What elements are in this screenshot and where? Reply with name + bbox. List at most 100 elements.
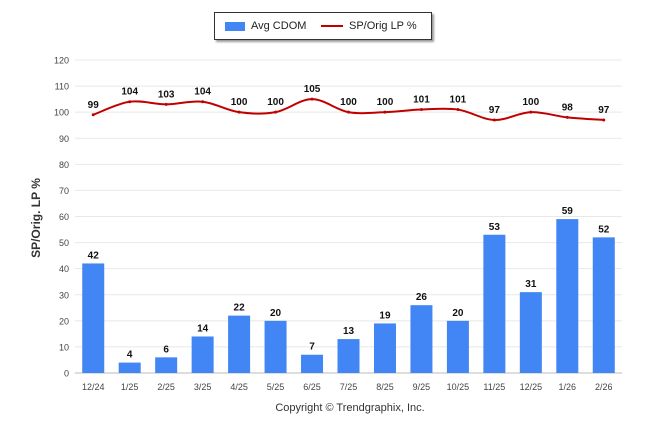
x-tick-label: 2/26 <box>595 382 613 392</box>
x-tick-label: 9/25 <box>413 382 431 392</box>
line-point <box>565 115 569 119</box>
bar-data-label: 52 <box>598 224 610 235</box>
line-point <box>347 110 350 114</box>
bar <box>483 234 506 373</box>
y-tick-label: 0 <box>64 369 69 379</box>
x-tick-label: 5/25 <box>267 382 285 392</box>
x-tick-label: 12/25 <box>520 382 543 392</box>
bar <box>556 219 579 373</box>
y-tick-labels: 0 10 20 30 40 50 60 70 80 90 100 110 120 <box>54 56 69 379</box>
x-tick-label: 6/25 <box>303 382 321 392</box>
line-point <box>492 118 496 122</box>
line-data-label: 100 <box>231 97 248 108</box>
line-data-labels: 99 104 103 104 100 100 105 100 100 101 101 97 100 98 9… <box>88 84 610 116</box>
line-point <box>164 102 168 106</box>
y-tick-label: 120 <box>54 56 69 66</box>
x-tick-label: 8/25 <box>376 382 394 392</box>
x-tick-label: 1/26 <box>559 382 577 392</box>
x-tick-label: 10/25 <box>447 382 470 392</box>
line-point <box>128 100 132 104</box>
line-data-label: 100 <box>522 97 539 108</box>
line-point <box>237 110 241 114</box>
y-tick-label: 20 <box>59 316 69 326</box>
bar <box>410 305 433 373</box>
line-point <box>602 118 606 122</box>
bar <box>446 320 469 373</box>
line-data-label: 97 <box>598 105 610 116</box>
x-tick-label: 4/25 <box>230 382 248 392</box>
legend-bar-swatch <box>225 21 245 31</box>
y-tick-label: 10 <box>59 342 69 352</box>
y-tick-label: 70 <box>59 186 69 196</box>
bar-data-label: 13 <box>343 326 355 337</box>
bar-data-label: 42 <box>88 250 100 261</box>
bar <box>264 320 287 373</box>
line-point <box>310 97 314 101</box>
line-series <box>91 97 606 122</box>
legend-line-label: SP/Orig LP % <box>349 20 417 32</box>
line-data-label: 101 <box>450 95 467 106</box>
x-tick-label: 3/25 <box>194 382 212 392</box>
line-data-label: 105 <box>304 84 321 95</box>
line-point <box>529 110 533 114</box>
bar <box>155 357 178 373</box>
legend-bar-label: Avg CDOM <box>251 20 307 32</box>
bar-series <box>82 219 615 373</box>
bar <box>82 263 105 373</box>
x-tick-label: 7/25 <box>340 382 358 392</box>
bar-data-label: 31 <box>525 279 537 290</box>
line-point <box>274 110 278 114</box>
line-point <box>201 100 205 104</box>
line-data-label: 104 <box>194 87 211 98</box>
bar <box>118 362 141 373</box>
y-tick-label: 100 <box>54 108 69 118</box>
x-tick-label: 2/25 <box>157 382 175 392</box>
line-data-label: 97 <box>489 105 501 116</box>
line-data-label: 100 <box>377 97 394 108</box>
bar <box>191 336 214 373</box>
bar-data-label: 7 <box>309 342 315 353</box>
line-data-label: 103 <box>158 89 175 100</box>
y-tick-label: 30 <box>59 290 69 300</box>
bar-data-label: 19 <box>379 310 391 321</box>
x-tick-label: 11/25 <box>483 382 505 392</box>
bar-data-label: 59 <box>562 206 574 217</box>
bar <box>337 339 360 373</box>
bar <box>519 292 542 373</box>
bar-data-label: 20 <box>270 308 282 319</box>
bar-data-labels: 42 4 6 14 22 20 7 13 19 26 20 53 31 59 52 <box>88 206 610 360</box>
line-data-label: 100 <box>340 97 357 108</box>
bar <box>301 354 324 373</box>
line-data-label: 104 <box>121 87 138 98</box>
y-tick-label: 80 <box>59 160 69 170</box>
bar-data-label: 53 <box>489 222 501 233</box>
legend-item-bar: Avg CDOM <box>225 13 306 39</box>
x-tick-label: 1/25 <box>121 382 139 392</box>
line-point <box>456 108 460 112</box>
legend-item-line: SP/Orig LP % <box>321 13 417 39</box>
line-data-label: 98 <box>562 102 574 113</box>
line-data-label: 99 <box>88 100 100 111</box>
x-tick-labels: 12/24 1/25 2/25 3/25 4/25 5/25 6/25 7/25 8/25 9/2… <box>82 382 613 392</box>
legend: Avg CDOM SP/Orig LP % <box>214 12 432 40</box>
bar-data-label: 4 <box>127 350 133 361</box>
line-point <box>91 113 95 117</box>
legend-line-swatch <box>321 25 343 27</box>
line-data-label: 101 <box>413 95 430 106</box>
line-point <box>383 110 387 114</box>
copyright-text: Copyright © Trendgraphix, Inc. <box>275 402 425 414</box>
y-axis-label: SP/Orig. LP % <box>29 178 43 258</box>
line-data-label: 100 <box>267 97 284 108</box>
bar-data-label: 6 <box>163 344 169 355</box>
bar <box>592 237 615 373</box>
y-tick-label: 40 <box>59 264 69 274</box>
line-point <box>419 108 423 112</box>
bar-data-label: 22 <box>234 303 246 314</box>
y-tick-label: 50 <box>59 238 69 248</box>
bar-data-label: 14 <box>197 323 209 334</box>
x-tick-label: 12/24 <box>82 382 105 392</box>
bar <box>228 315 251 373</box>
grid-lines <box>75 59 622 374</box>
y-tick-label: 90 <box>59 134 69 144</box>
